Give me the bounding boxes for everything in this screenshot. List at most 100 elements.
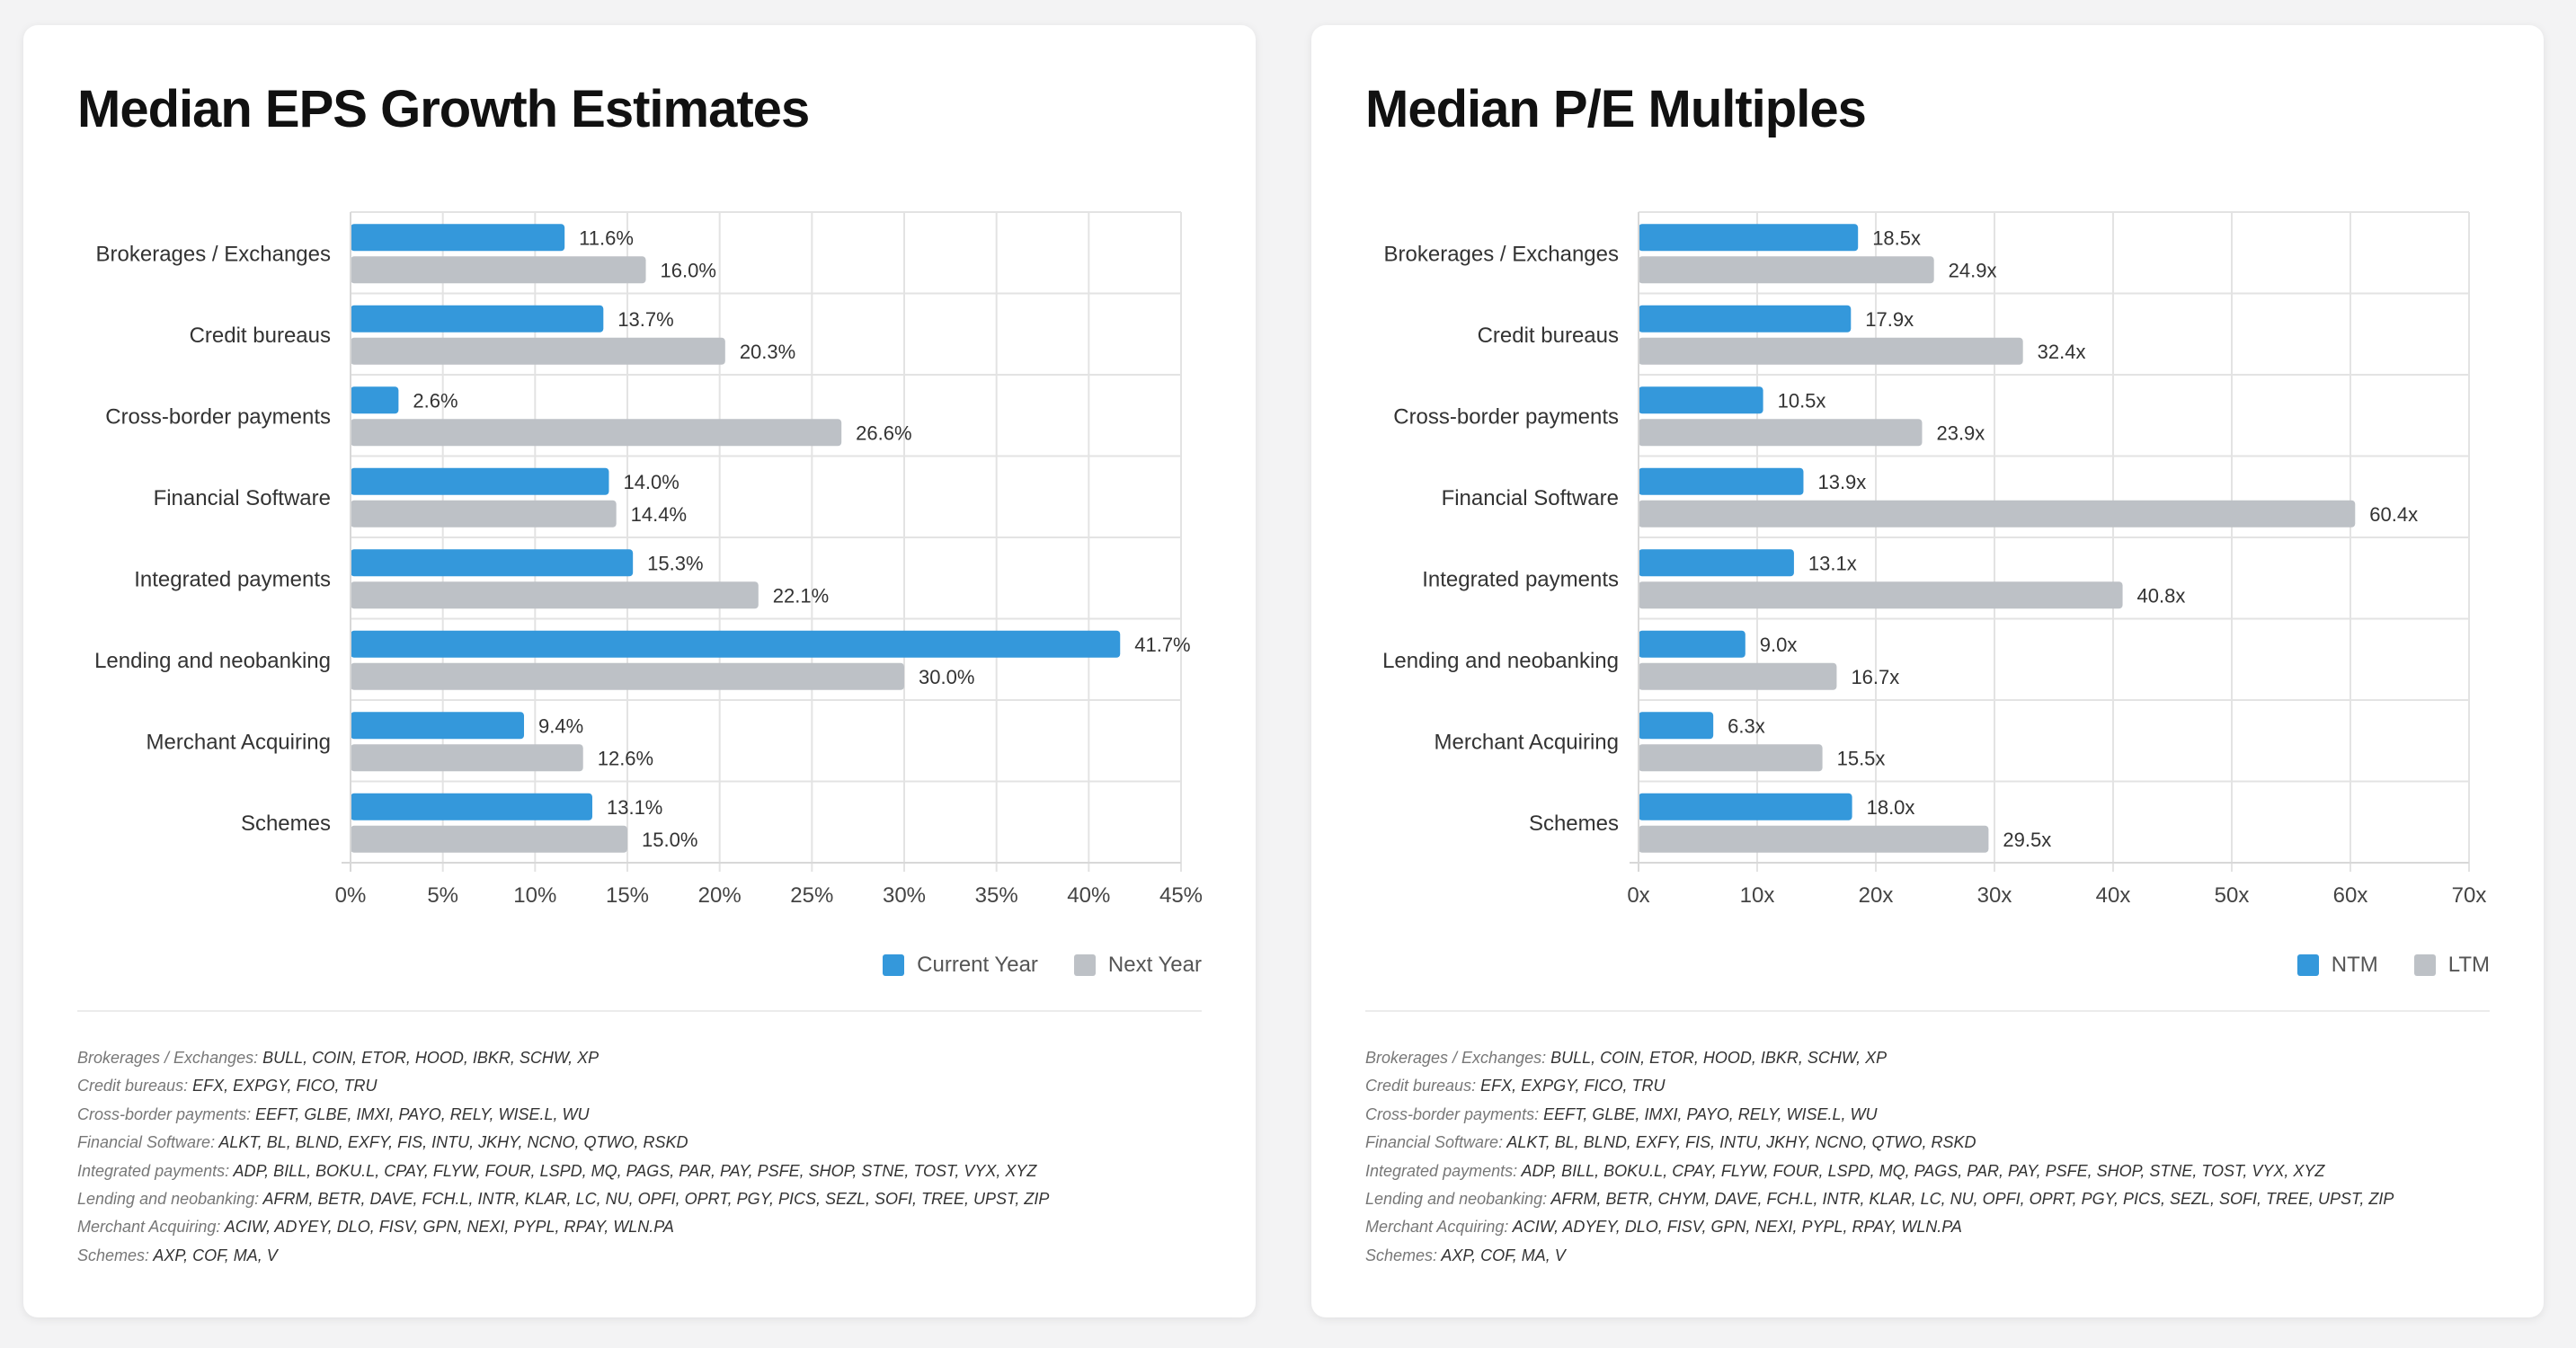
legend-label: LTM (2447, 953, 2490, 977)
y-category-label-cross-border-payments: Cross-border payments (1393, 404, 1619, 429)
footnote-line: Credit bureaus: EFX, EXPGY, FICO, TRU (77, 1072, 1220, 1100)
bar-next-year-brokerages-exchanges (351, 256, 646, 284)
y-category-label-integrated-payments: Integrated payments (134, 567, 331, 591)
x-tick-label: 10x (1740, 883, 1775, 908)
bar-ntm-merchant-acquiring (1639, 712, 1714, 740)
bar-current-year-lending-and-neobanking (351, 630, 1121, 658)
legend-item-ntm[interactable]: NTM (2296, 953, 2378, 978)
data-label-next-year: 12.6% (598, 747, 653, 769)
footnote-label: Schemes: (1365, 1246, 1438, 1264)
data-label-next-year: 14.4% (631, 503, 687, 526)
footnote-line: Brokerages / Exchanges: BULL, COIN, ETOR… (77, 1044, 1220, 1072)
data-label-next-year: 26.6% (856, 421, 911, 444)
footnote-tickers: ADP, BILL, BOKU.L, CPAY, FLYW, FOUR, LSP… (1517, 1161, 2325, 1180)
y-category-label-lending-and-neobanking: Lending and neobanking (1382, 649, 1619, 673)
footnote-label: Financial Software: (77, 1133, 216, 1152)
y-category-label-schemes: Schemes (241, 811, 331, 836)
footnote-label: Cross-border payments: (1365, 1104, 1540, 1123)
pe-multiples-chart: 0x 10x 20x 30x 40x 50x 60x 70x Brokerages / Exch… (1382, 211, 2486, 908)
footnote-label: Credit bureaus: (1365, 1077, 1477, 1095)
data-label-ntm: 17.9x (1865, 308, 1914, 331)
data-label-ltm: 15.5x (1837, 747, 1886, 769)
x-tick-label: 30x (1977, 883, 2012, 908)
data-label-ntm: 13.1x (1808, 552, 1857, 574)
footnote-tickers: EEFT, GLBE, IMXI, PAYO, RELY, WISE.L, WU (1539, 1104, 1878, 1123)
footnote-label: Merchant Acquiring: (77, 1218, 221, 1237)
x-tick-label: 40% (1067, 883, 1110, 908)
bar-ntm-lending-and-neobanking (1639, 630, 1745, 658)
footnote-tickers: EFX, EXPGY, FICO, TRU (188, 1077, 378, 1095)
legend-swatch (2413, 954, 2436, 976)
bar-next-year-schemes (351, 825, 627, 853)
data-label-current-year: 14.0% (623, 471, 679, 493)
legend-item-ltm[interactable]: LTM (2413, 953, 2490, 978)
footnote-line: Brokerages / Exchanges: BULL, COIN, ETOR… (1365, 1044, 2508, 1072)
bar-ntm-financial-software (1639, 467, 1804, 495)
bar-next-year-financial-software (351, 500, 617, 528)
divider (77, 1010, 1202, 1012)
footnote-label: Credit bureaus: (77, 1077, 189, 1095)
footnotes: Brokerages / Exchanges: BULL, COIN, ETOR… (77, 1044, 1220, 1270)
footnote-line: Merchant Acquiring: ACIW, ADYEY, DLO, FI… (77, 1213, 1220, 1241)
footnote-line: Credit bureaus: EFX, EXPGY, FICO, TRU (1365, 1072, 2508, 1100)
data-label-current-year: 41.7% (1134, 634, 1190, 656)
footnote-tickers: ADP, BILL, BOKU.L, CPAY, FLYW, FOUR, LSP… (229, 1161, 1037, 1180)
x-tick-label: 45% (1159, 883, 1203, 908)
bar-next-year-integrated-payments (351, 581, 759, 609)
data-label-ntm: 9.0x (1760, 634, 1798, 656)
bar-ltm-merchant-acquiring (1639, 744, 1823, 772)
data-label-next-year: 16.0% (661, 259, 716, 281)
bar-current-year-brokerages-exchanges (351, 224, 565, 252)
data-label-ltm: 24.9x (1949, 259, 1997, 281)
data-label-current-year: 2.6% (413, 389, 457, 412)
y-category-label-schemes: Schemes (1529, 811, 1619, 836)
footnote-tickers: ACIW, ADYEY, DLO, FISV, GPN, NEXI, PYPL,… (220, 1218, 674, 1237)
footnote-label: Lending and neobanking: (1365, 1190, 1548, 1209)
x-tick-label: 30% (883, 883, 926, 908)
data-label-current-year: 15.3% (647, 552, 703, 574)
footnote-tickers: BULL, COIN, ETOR, HOOD, IBKR, SCHW, XP (1546, 1049, 1888, 1067)
footnote-tickers: ALKT, BL, BLND, EXFY, FIS, INTU, JKHY, N… (1503, 1133, 1976, 1152)
y-category-label-cross-border-payments: Cross-border payments (105, 404, 331, 429)
legend-label: Next Year (1107, 953, 1202, 977)
legend-label: NTM (2331, 953, 2378, 977)
legend-swatch (2296, 954, 2319, 976)
bar-ltm-credit-bureaus (1639, 337, 2023, 365)
legend-item-current-year[interactable]: Current Year (883, 953, 1038, 978)
footnote-tickers: ALKT, BL, BLND, EXFY, FIS, INTU, JKHY, N… (215, 1133, 688, 1152)
data-label-current-year: 13.1% (607, 796, 662, 819)
y-category-label-credit-bureaus: Credit bureaus (1478, 324, 1619, 348)
x-tick-label: 0x (1627, 883, 1649, 908)
chart-title: Median EPS Growth Estimates (77, 80, 810, 138)
legend-swatch (1073, 954, 1096, 976)
footnote-tickers: AFRM, BETR, CHYM, DAVE, FCH.L, INTR, KLA… (1547, 1190, 2394, 1209)
bar-next-year-merchant-acquiring (351, 744, 583, 772)
data-label-ltm: 29.5x (2003, 829, 2051, 851)
footnote-label: Financial Software: (1365, 1133, 1504, 1152)
x-tick-label: 0% (335, 883, 367, 908)
x-tick-label: 35% (975, 883, 1018, 908)
footnote-line: Cross-border payments: EEFT, GLBE, IMXI,… (1365, 1101, 2508, 1129)
footnote-line: Lending and neobanking: AFRM, BETR, CHYM… (1365, 1185, 2508, 1213)
footnote-line: Integrated payments: ADP, BILL, BOKU.L, … (77, 1157, 1220, 1185)
legend-label: Current Year (917, 953, 1038, 977)
bar-current-year-schemes (351, 793, 592, 820)
footnote-label: Merchant Acquiring: (1365, 1218, 1509, 1237)
data-label-ntm: 18.5x (1872, 226, 1921, 249)
legend-item-next-year[interactable]: Next Year (1073, 953, 1202, 978)
footnote-label: Brokerages / Exchanges: (1365, 1049, 1547, 1067)
x-tick-label: 50x (2215, 883, 2250, 908)
eps-growth-card: Median EPS Growth Estimates 0% 5% 10% 15% 20… (23, 25, 1256, 1317)
bar-ltm-cross-border-payments (1639, 419, 1923, 447)
data-label-current-year: 13.7% (617, 308, 673, 331)
bar-ntm-schemes (1639, 793, 1852, 820)
data-label-current-year: 11.6% (579, 226, 634, 249)
data-label-ltm: 23.9x (1936, 421, 1985, 444)
footnote-label: Lending and neobanking: (77, 1190, 260, 1209)
bar-ltm-financial-software (1639, 500, 2356, 528)
y-category-label-brokerages-exchanges: Brokerages / Exchanges (96, 242, 331, 266)
bar-ntm-integrated-payments (1639, 549, 1794, 577)
data-label-ntm: 10.5x (1778, 389, 1826, 412)
pe-multiples-card: Median P/E Multiples 0x 10x 20x 30x 40x 50x 60… (1311, 25, 2544, 1317)
footnote-label: Brokerages / Exchanges: (77, 1049, 259, 1067)
